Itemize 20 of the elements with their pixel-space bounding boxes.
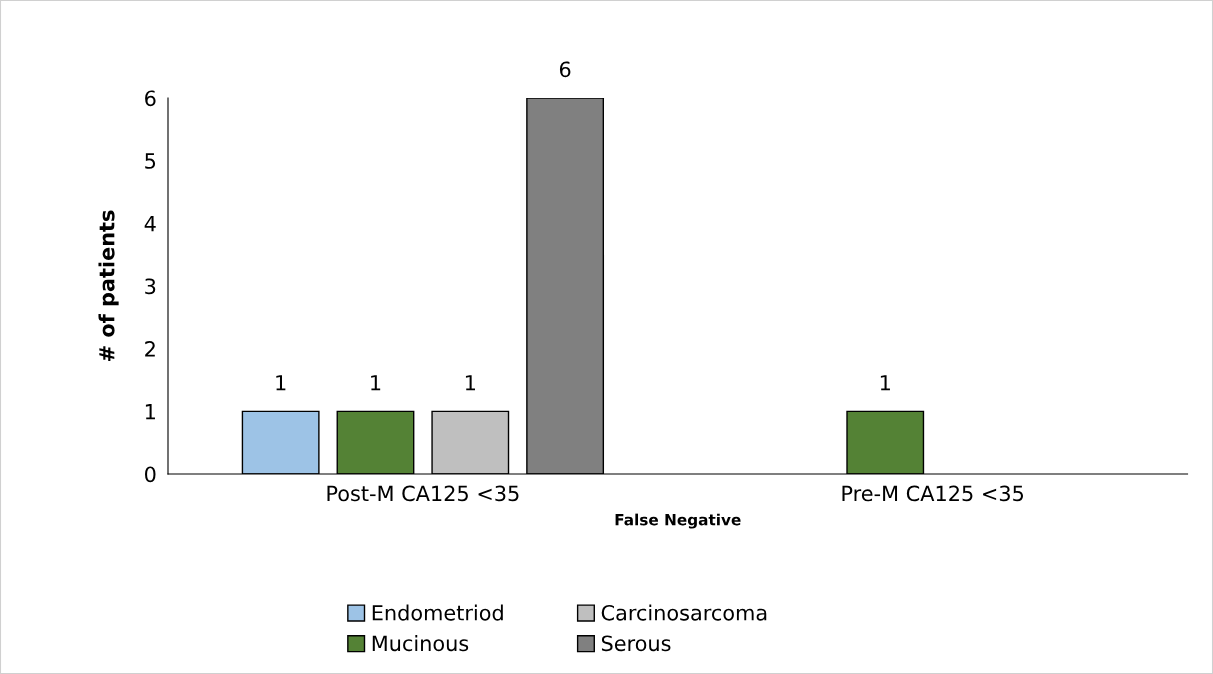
x-tick-label: Pre-M CA125 <35 — [842, 485, 1024, 502]
y-tick-label: 0 — [145, 466, 156, 483]
data-label: 1 — [880, 375, 890, 391]
data-label: 1 — [371, 375, 381, 391]
x-tick-label: Post-M CA125 <35 — [327, 485, 519, 502]
y-tick-label: 5 — [145, 153, 156, 169]
y-tick-label: 2 — [145, 341, 155, 357]
y-axis-title: # of patients — [98, 210, 119, 361]
legend-label: Endometriod — [372, 604, 503, 621]
x-axis-title: False Negative — [615, 513, 741, 529]
y-tick-label: 3 — [145, 278, 156, 295]
legend-label: Carcinosarcoma — [601, 604, 767, 621]
y-tick-label: 1 — [145, 404, 155, 420]
data-label: 1 — [276, 375, 286, 391]
data-label: 1 — [465, 375, 475, 391]
y-tick-label: 6 — [145, 90, 156, 107]
legend-label: Serous — [601, 635, 671, 652]
y-tick-label: 4 — [144, 216, 156, 232]
data-label: 6 — [559, 61, 571, 78]
legend-label: Mucinous — [372, 635, 469, 652]
